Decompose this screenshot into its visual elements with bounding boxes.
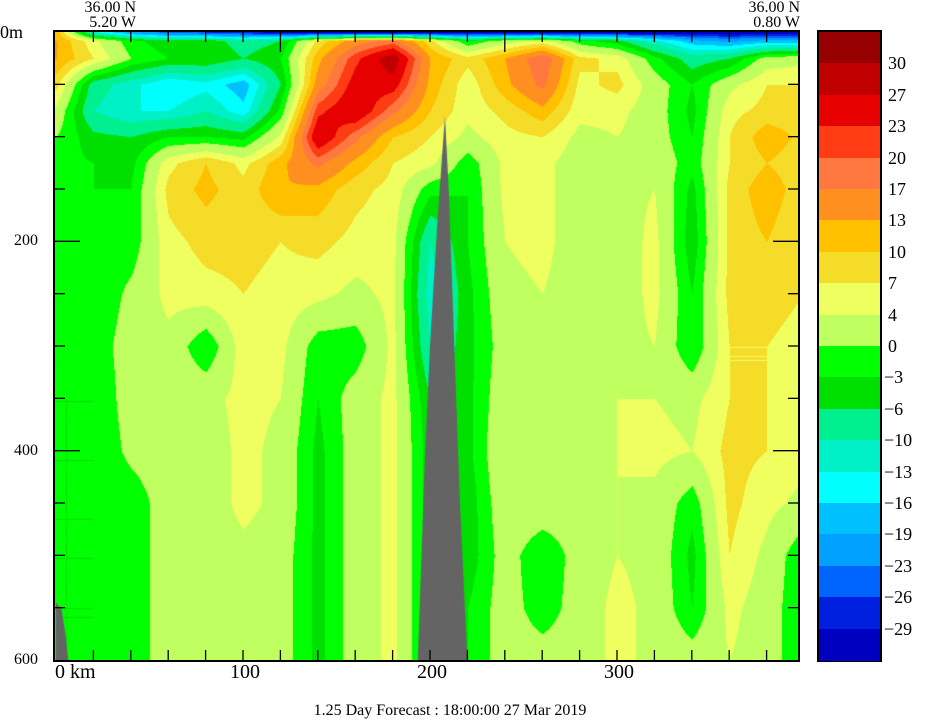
colorbar-band (819, 471, 880, 504)
y-tick-label: 600 (14, 651, 38, 668)
chart-title: 1.25 Day Forecast : 18:00:00 27 Mar 2019 (313, 702, 587, 719)
colorbar-label: −6 (884, 398, 904, 419)
colorbar-band (819, 377, 880, 410)
colorbar-label: 13 (888, 210, 906, 231)
colorbar-band (819, 32, 880, 64)
colorbar-label: −10 (884, 430, 913, 451)
colorbar-band (819, 597, 880, 630)
colorbar-band (819, 408, 880, 441)
colorbar (817, 30, 882, 662)
section-plot (53, 30, 800, 662)
colorbar-label: −13 (884, 461, 913, 482)
colorbar-band (819, 126, 880, 159)
colorbar-band (819, 440, 880, 473)
x-tick-label: 200 (417, 661, 447, 683)
colorbar-band (819, 346, 880, 378)
colorbar-label: −19 (884, 524, 913, 545)
colorbar-band (819, 94, 880, 127)
header-right-lon: 0.80 W (753, 14, 800, 31)
y-tick-label: 0m (0, 22, 24, 42)
colorbar-band (819, 628, 880, 661)
x-tick-label: 0 km (55, 661, 96, 683)
y-tick-label: 200 (14, 232, 38, 250)
colorbar-label: 4 (888, 304, 897, 325)
colorbar-label: 27 (888, 84, 906, 105)
header-left-lon: 5.20 W (89, 14, 136, 31)
colorbar-band (819, 63, 880, 96)
colorbar-label: 30 (888, 53, 906, 74)
colorbar-band (819, 189, 880, 221)
header-right-lat: 36.00 N (748, 0, 800, 16)
colorbar-label: 0 (888, 336, 897, 356)
plot-overlay (55, 32, 798, 660)
colorbar-band (819, 251, 880, 284)
velocity-field-heatmap (55, 32, 798, 660)
colorbar-band (819, 314, 880, 347)
colorbar-band (819, 534, 880, 567)
colorbar-label: −23 (884, 555, 913, 576)
colorbar-label: −3 (884, 367, 904, 388)
colorbar-band (819, 283, 880, 316)
colorbar-label: 17 (888, 179, 906, 199)
y-tick-label: 400 (14, 441, 38, 459)
colorbar-band (819, 503, 880, 535)
colorbar-label: −26 (884, 587, 913, 608)
header-left-lat: 36.00 N (84, 0, 136, 16)
colorbar-label: −29 (884, 618, 913, 639)
colorbar-label: 7 (888, 273, 897, 294)
colorbar-label: 20 (888, 147, 906, 168)
colorbar-label: −16 (884, 493, 913, 513)
colorbar-band (819, 220, 880, 253)
colorbar-label: 10 (888, 241, 906, 262)
colorbar-band (819, 157, 880, 190)
colorbar-band (819, 565, 880, 598)
colorbar-label: 23 (888, 116, 906, 137)
x-tick-label: 300 (604, 661, 634, 683)
x-tick-label: 100 (230, 661, 260, 683)
